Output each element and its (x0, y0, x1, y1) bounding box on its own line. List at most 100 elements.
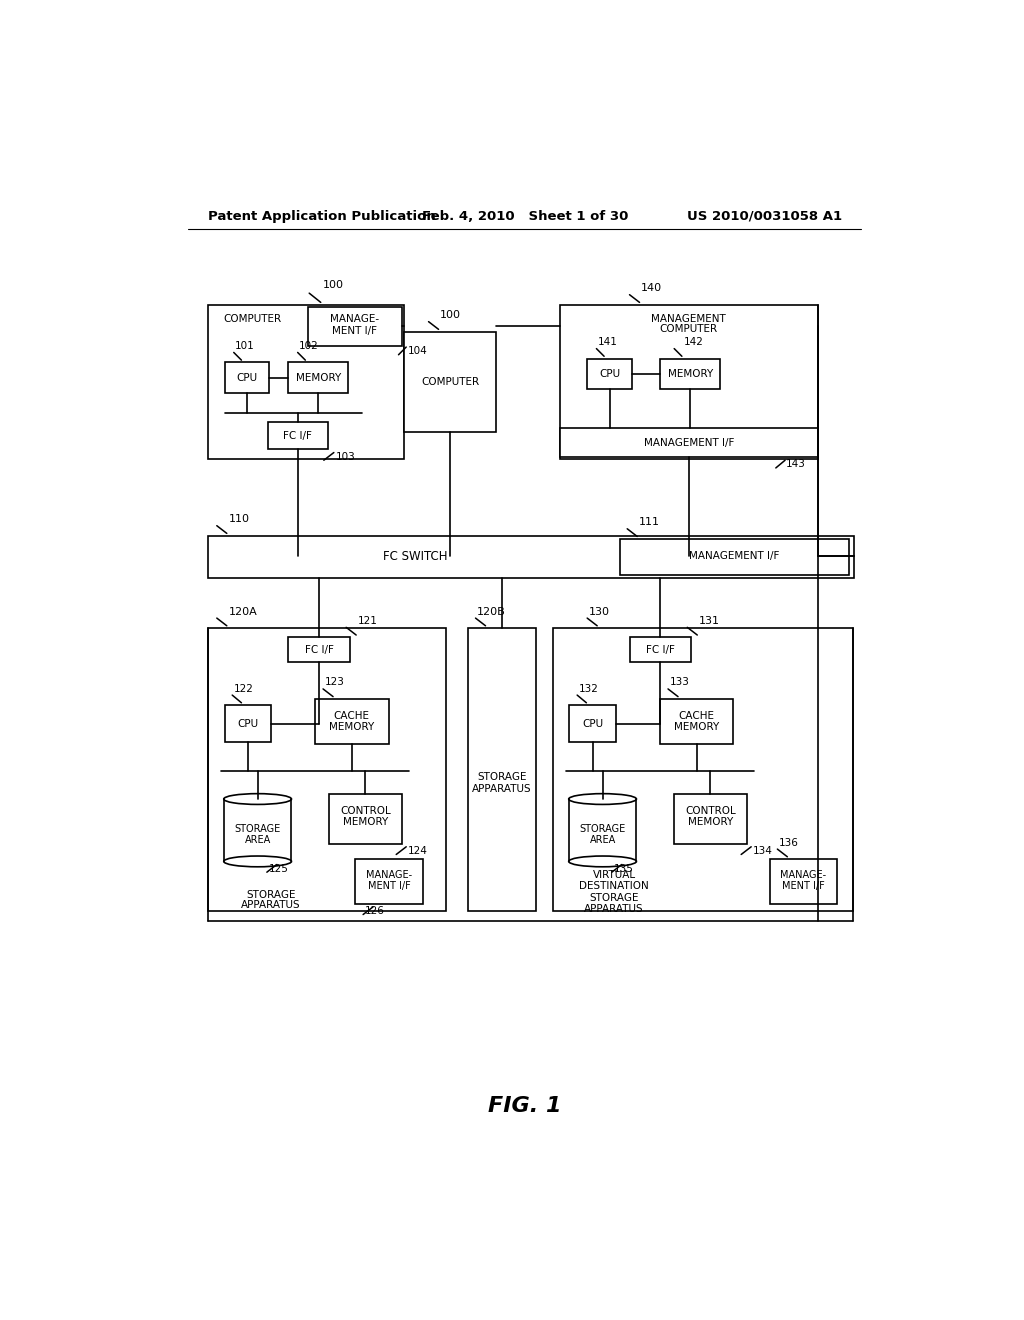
Text: MANAGEMENT I/F: MANAGEMENT I/F (644, 437, 734, 447)
Bar (223, 804, 292, 867)
Text: STORAGE: STORAGE (234, 824, 281, 834)
Text: MEMORY: MEMORY (668, 370, 713, 379)
Bar (307, 308, 402, 346)
Text: MANAGEMENT: MANAGEMENT (651, 314, 726, 323)
Text: DESTINATION: DESTINATION (580, 880, 649, 891)
Ellipse shape (568, 793, 637, 804)
Text: 132: 132 (579, 684, 599, 693)
Text: STORAGE: STORAGE (477, 772, 526, 783)
Text: US 2010/0031058 A1: US 2010/0031058 A1 (687, 210, 842, 223)
Text: MEMORY: MEMORY (674, 722, 719, 733)
Bar (770, 859, 838, 904)
Text: CPU: CPU (237, 372, 257, 383)
Text: APPARATUS: APPARATUS (585, 904, 644, 915)
Text: 125: 125 (268, 863, 289, 874)
Text: STORAGE: STORAGE (246, 890, 296, 899)
Bar (630, 638, 691, 663)
Text: 130: 130 (589, 607, 609, 616)
Text: STORAGE: STORAGE (580, 824, 626, 834)
Text: 111: 111 (639, 517, 659, 527)
Text: 120B: 120B (477, 607, 506, 616)
Text: 135: 135 (613, 863, 633, 874)
Text: MEMORY: MEMORY (329, 722, 374, 733)
Text: CONTROL: CONTROL (685, 805, 736, 816)
Text: 110: 110 (228, 515, 250, 524)
Bar (289, 363, 348, 393)
Bar (553, 628, 853, 911)
Bar (224, 363, 269, 393)
Text: CONTROL: CONTROL (340, 805, 391, 816)
Bar (355, 859, 423, 904)
Text: MANAGE-: MANAGE- (367, 870, 413, 879)
Bar (208, 305, 403, 459)
Text: CPU: CPU (599, 370, 621, 379)
Bar (660, 359, 720, 389)
Text: FC I/F: FC I/F (284, 430, 312, 441)
Bar (315, 700, 388, 743)
Text: 102: 102 (299, 341, 318, 351)
Text: MENT I/F: MENT I/F (332, 326, 377, 335)
Text: COMPUTER: COMPUTER (659, 323, 718, 334)
Text: MEMORY: MEMORY (296, 372, 341, 383)
Text: 126: 126 (365, 906, 385, 916)
Text: 104: 104 (408, 346, 427, 356)
Text: CACHE: CACHE (679, 711, 715, 721)
Ellipse shape (223, 857, 292, 867)
Text: APPARATUS: APPARATUS (472, 784, 531, 795)
Text: MENT I/F: MENT I/F (368, 880, 411, 891)
Text: MANAGE-: MANAGE- (330, 314, 379, 325)
Text: 136: 136 (779, 838, 799, 847)
Text: 122: 122 (233, 684, 254, 693)
Text: 131: 131 (698, 616, 720, 626)
Bar (569, 705, 615, 742)
Text: STORAGE: STORAGE (590, 892, 639, 903)
Bar (224, 705, 270, 742)
Bar (330, 793, 402, 843)
Text: APPARATUS: APPARATUS (241, 900, 300, 911)
Bar (267, 422, 328, 449)
Text: 133: 133 (670, 677, 689, 688)
Bar (674, 793, 748, 843)
Text: MANAGEMENT I/F: MANAGEMENT I/F (689, 552, 779, 561)
Text: VIRTUAL: VIRTUAL (593, 870, 636, 879)
Text: 140: 140 (641, 284, 663, 293)
Text: 141: 141 (598, 337, 617, 347)
Bar (560, 305, 818, 459)
Text: 120A: 120A (228, 607, 257, 616)
Bar (568, 804, 637, 867)
Text: COMPUTER: COMPUTER (421, 376, 479, 387)
Bar (560, 428, 818, 457)
Text: 100: 100 (440, 310, 461, 321)
Text: AREA: AREA (245, 834, 270, 845)
Text: AREA: AREA (590, 834, 615, 845)
Text: 142: 142 (683, 337, 703, 347)
Bar (587, 359, 632, 389)
Text: MENT I/F: MENT I/F (782, 880, 825, 891)
Bar (289, 638, 350, 663)
Ellipse shape (568, 857, 637, 867)
Bar (468, 628, 536, 911)
Text: Feb. 4, 2010   Sheet 1 of 30: Feb. 4, 2010 Sheet 1 of 30 (422, 210, 628, 223)
Text: 143: 143 (785, 459, 806, 470)
Text: MEMORY: MEMORY (688, 817, 733, 828)
Text: CACHE: CACHE (334, 711, 370, 721)
Text: 103: 103 (336, 451, 355, 462)
Text: 100: 100 (323, 280, 344, 290)
Text: MANAGE-: MANAGE- (780, 870, 826, 879)
Bar (403, 331, 497, 432)
Text: 121: 121 (357, 616, 378, 626)
Text: 101: 101 (236, 341, 255, 351)
Text: FIG. 1: FIG. 1 (488, 1096, 561, 1115)
Text: COMPUTER: COMPUTER (223, 314, 282, 323)
Text: FC I/F: FC I/F (305, 644, 334, 655)
Text: 123: 123 (325, 677, 344, 688)
Text: CPU: CPU (582, 718, 603, 729)
Text: Patent Application Publication: Patent Application Publication (208, 210, 435, 223)
Bar (620, 539, 849, 576)
Text: CPU: CPU (237, 718, 258, 729)
Bar (208, 536, 854, 578)
Text: 134: 134 (753, 846, 772, 857)
Text: FC I/F: FC I/F (646, 644, 675, 655)
Bar (208, 628, 446, 911)
Bar (660, 700, 733, 743)
